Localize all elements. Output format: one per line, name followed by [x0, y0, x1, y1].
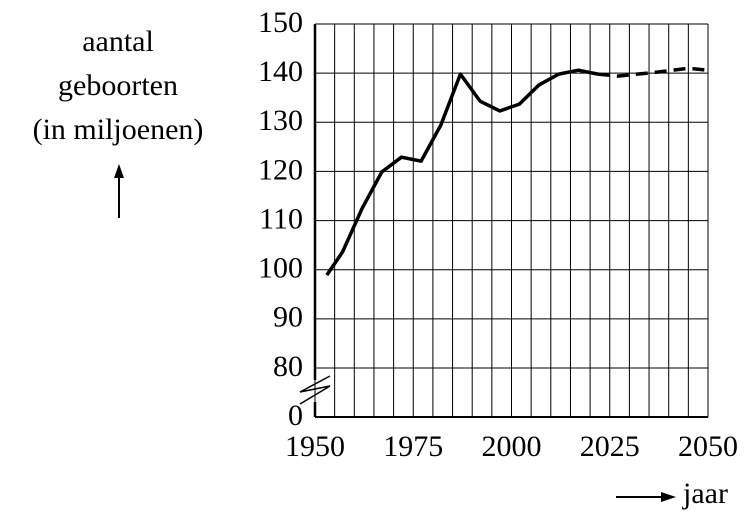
x-tick-label: 2050: [678, 430, 738, 463]
y-tick-label: 90: [273, 301, 303, 334]
y-arrow: [114, 164, 124, 218]
y-label-line: aantal: [82, 25, 154, 58]
y-tick-label: 110: [259, 202, 303, 235]
axis-break: [299, 375, 331, 405]
y-label: aantal geboorten (in miljoenen): [33, 25, 204, 146]
x-arrow: [616, 492, 676, 502]
y-tick-label: 80: [273, 350, 303, 383]
x-tick-label: 2000: [482, 430, 542, 463]
data-line: [597, 66, 709, 78]
y-tick-label: 0: [288, 399, 303, 432]
y-tick-label: 100: [258, 252, 303, 285]
x-tick-label: 1950: [285, 430, 345, 463]
y-tick-label: 140: [258, 55, 303, 88]
y-tick-label: 120: [258, 153, 303, 186]
data-line: [325, 68, 599, 277]
x-tick-label: 1975: [383, 430, 443, 463]
y-tick-label: 150: [258, 6, 303, 39]
x-label: jaar: [682, 477, 728, 510]
y-label-line: (in miljoenen): [33, 113, 204, 146]
y-label-line: geboorten: [58, 69, 178, 102]
y-tick-label: 130: [258, 104, 303, 137]
x-tick-label: 2025: [580, 430, 640, 463]
